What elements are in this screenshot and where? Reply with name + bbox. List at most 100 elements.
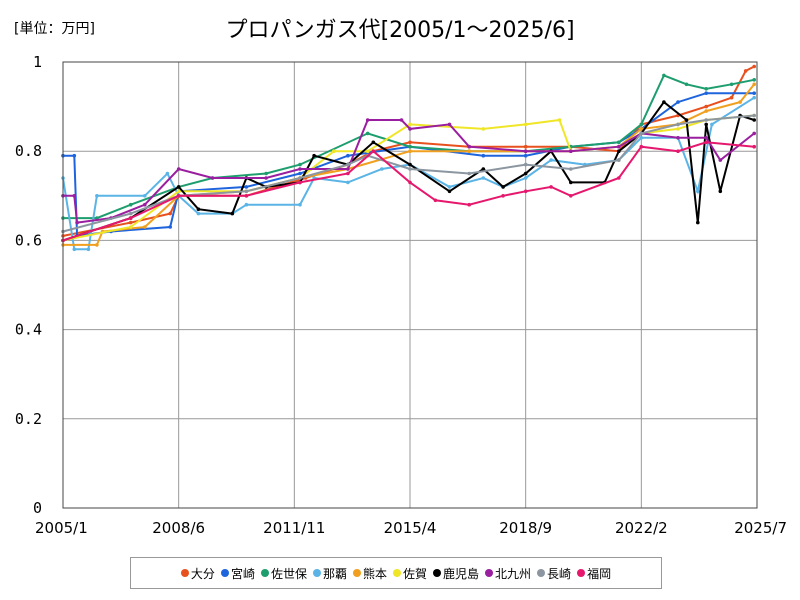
data-point — [128, 225, 133, 229]
data-point — [617, 176, 621, 180]
data-point — [617, 158, 621, 162]
data-point — [549, 185, 553, 189]
data-point — [676, 100, 680, 104]
data-point — [752, 91, 756, 95]
data-point — [176, 185, 181, 189]
data-point — [408, 122, 412, 127]
y-tick-labels: 0 0.2 0.4 0.6 0.8 1 — [15, 53, 42, 517]
data-point — [72, 194, 77, 198]
data-point — [704, 109, 708, 113]
legend-item: 大分 — [180, 565, 215, 582]
data-point — [684, 118, 689, 122]
series-layer — [61, 64, 756, 252]
data-point — [523, 122, 528, 127]
data-point — [501, 194, 505, 198]
series-長崎 — [61, 113, 756, 234]
data-point — [617, 149, 621, 153]
series-佐賀 — [61, 113, 756, 243]
data-point — [662, 73, 666, 78]
data-point — [230, 211, 235, 216]
data-point — [523, 144, 528, 149]
data-point — [346, 153, 350, 158]
data-point — [380, 167, 384, 171]
data-point — [523, 171, 528, 176]
x-tick-label: 2015/4 — [384, 519, 437, 537]
legend-marker — [180, 569, 189, 577]
data-point — [298, 162, 302, 167]
data-point — [312, 153, 316, 158]
data-point — [752, 64, 756, 69]
series-福岡 — [61, 140, 756, 243]
data-point — [676, 122, 680, 127]
data-point — [365, 118, 370, 122]
data-point — [75, 220, 79, 225]
data-point — [168, 211, 172, 216]
data-point — [298, 202, 302, 207]
legend-marker — [577, 569, 586, 577]
data-point — [639, 122, 644, 127]
data-point — [298, 167, 302, 171]
data-point — [244, 202, 249, 207]
data-point — [72, 153, 77, 158]
data-point — [549, 158, 553, 162]
data-point — [95, 243, 99, 247]
data-point — [86, 247, 91, 252]
legend-label: 鹿児島 — [443, 566, 480, 581]
data-point — [617, 140, 621, 145]
legend-marker — [352, 569, 361, 577]
data-point — [523, 153, 528, 158]
data-point — [684, 82, 689, 87]
data-point — [557, 118, 562, 122]
data-point — [143, 202, 147, 207]
data-point — [639, 131, 644, 136]
y-tick-label: 0.6 — [15, 231, 42, 249]
data-point — [128, 216, 133, 220]
legend-marker — [393, 569, 401, 577]
unit-label: [単位：万円] — [14, 21, 95, 37]
data-point — [481, 127, 486, 131]
data-point — [676, 136, 680, 140]
data-point — [467, 171, 472, 176]
data-point — [752, 95, 756, 100]
data-point — [176, 194, 181, 198]
data-point — [244, 189, 249, 194]
data-point — [332, 149, 336, 153]
data-point — [196, 207, 201, 211]
legend-label: 大分 — [190, 566, 215, 581]
data-point — [408, 162, 412, 167]
x-tick-label: 2025/7 — [734, 519, 787, 537]
data-point — [704, 136, 708, 140]
data-point — [569, 149, 573, 153]
legend-label: 佐賀 — [403, 566, 428, 581]
series-佐世保 — [61, 73, 756, 220]
data-point — [481, 176, 486, 180]
data-point — [264, 176, 268, 180]
series-line — [63, 83, 755, 246]
data-point — [704, 118, 708, 122]
legend-label: 北九州 — [495, 566, 532, 581]
legend-label: 那覇 — [322, 566, 347, 581]
data-point — [298, 176, 302, 180]
data-point — [752, 131, 756, 136]
legend-marker — [220, 569, 229, 577]
legend-item: 福岡 — [577, 565, 611, 582]
legend-label: 佐世保 — [270, 566, 307, 581]
data-point — [523, 176, 528, 180]
legend-label: 福岡 — [587, 566, 612, 581]
data-point — [704, 91, 708, 95]
data-point — [501, 185, 505, 189]
data-point — [752, 118, 756, 122]
legend-marker — [312, 569, 321, 577]
data-point — [447, 122, 452, 127]
x-tick-label: 2018/9 — [499, 519, 552, 537]
data-point — [168, 225, 172, 229]
data-point — [72, 247, 77, 252]
data-point — [143, 225, 147, 229]
legend-marker — [260, 569, 269, 577]
data-point — [128, 202, 133, 207]
data-point — [408, 144, 412, 149]
x-tick-labels: 2005/1 2008/6 2011/11 2015/4 2018/9 2022/2 202… — [35, 519, 787, 537]
data-point — [447, 189, 452, 194]
data-point — [704, 122, 708, 127]
